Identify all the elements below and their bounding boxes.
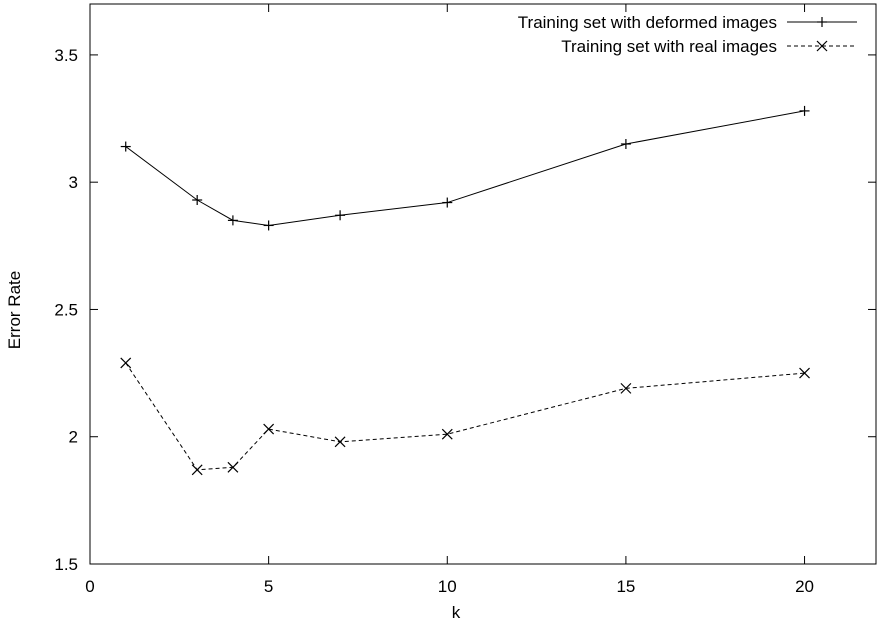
series-line: [125, 110, 805, 226]
x-tick-label: 0: [85, 577, 94, 596]
y-tick-label: 2.5: [54, 300, 78, 319]
y-axis: 1.5 2 2.5 3 3.5: [54, 46, 876, 574]
x-axis-label: k: [452, 603, 461, 622]
data-point-d2: [334, 436, 346, 448]
y-tick-label: 2: [69, 428, 78, 447]
data-point-d2: [263, 423, 275, 435]
y-tick-label: 3.5: [54, 46, 78, 65]
y-axis-label: Error Rate: [5, 271, 24, 349]
plot-border: [89, 3, 877, 565]
y-tick-label: 1.5: [54, 555, 78, 574]
data-point-d2: [441, 428, 453, 440]
y-tick-label: 3: [69, 173, 78, 192]
x-tick-label: 5: [264, 577, 273, 596]
series-2: [120, 357, 810, 476]
data-point-d2: [191, 464, 203, 476]
data-point-d2: [120, 357, 132, 369]
data-point-d2: [227, 461, 239, 473]
x-axis: 0 5 10 15 20: [85, 4, 814, 596]
data-point-d2: [620, 382, 632, 394]
x-tick-label: 20: [795, 577, 814, 596]
x-tick-label: 10: [438, 577, 457, 596]
legend-label: Training set with real images: [561, 37, 777, 56]
series-line: [125, 362, 805, 471]
legend-marker-d2: [816, 40, 828, 52]
data-point-d2: [799, 367, 810, 379]
series-layer: [120, 105, 810, 476]
legend: Training set with deformed images Trainin…: [518, 13, 857, 56]
x-tick-label: 15: [616, 577, 635, 596]
plot-area: [89, 3, 877, 565]
series-1: [120, 105, 810, 231]
legend-label: Training set with deformed images: [518, 13, 777, 32]
